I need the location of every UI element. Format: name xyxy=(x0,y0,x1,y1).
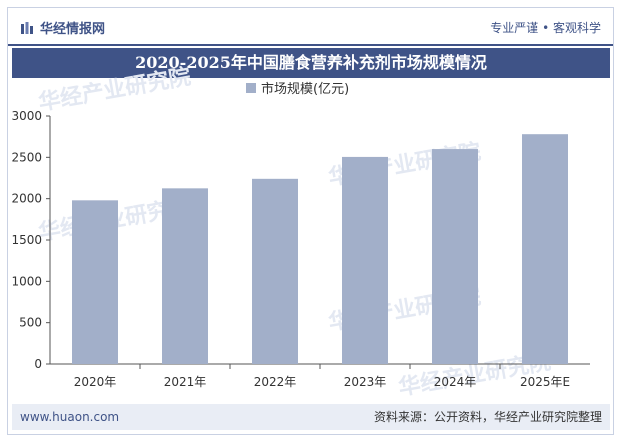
chart-title: 2020-2025年中国膳食营养补充剂市场规模情况 xyxy=(12,48,610,78)
footer-source: 资料来源：公开资料，华经产业研究院整理 xyxy=(373,410,602,424)
legend-label: 市场规模(亿元) xyxy=(261,81,349,97)
x-tick-label: 2025年E xyxy=(520,375,570,389)
y-tick-label: 3000 xyxy=(11,109,42,123)
x-tick-label: 2022年 xyxy=(254,375,297,389)
top-bar: 华经情报网 专业严谨 • 客观科学 xyxy=(8,8,613,46)
bar xyxy=(432,149,478,364)
x-tick-label: 2020年 xyxy=(74,375,117,389)
brand-name: 华经情报网 xyxy=(40,22,106,37)
brand-logo-icon xyxy=(21,21,33,34)
bar xyxy=(342,156,388,364)
footer-website: www.huaon.com xyxy=(20,410,120,424)
bar xyxy=(162,188,208,364)
y-tick-label: 1000 xyxy=(11,274,42,288)
bar xyxy=(252,178,298,364)
footer: www.huaon.com 资料来源：公开资料，华经产业研究院整理 xyxy=(12,404,610,430)
x-tick-label: 2023年 xyxy=(344,375,387,389)
y-tick-label: 1500 xyxy=(11,233,42,247)
bar xyxy=(522,134,568,364)
x-tick-label: 2024年 xyxy=(434,375,477,389)
legend-swatch xyxy=(246,83,256,93)
bar xyxy=(72,200,118,364)
x-tick-label: 2021年 xyxy=(164,375,207,389)
y-tick-label: 0 xyxy=(34,357,42,371)
y-tick-label: 500 xyxy=(19,316,42,330)
y-tick-label: 2500 xyxy=(11,150,42,164)
brand: 华经情报网 xyxy=(20,18,105,37)
y-tick-label: 2000 xyxy=(11,192,42,206)
slogan: 专业严谨 • 客观科学 xyxy=(490,21,601,35)
watermark-text: 华经产业研究院 xyxy=(37,64,193,116)
